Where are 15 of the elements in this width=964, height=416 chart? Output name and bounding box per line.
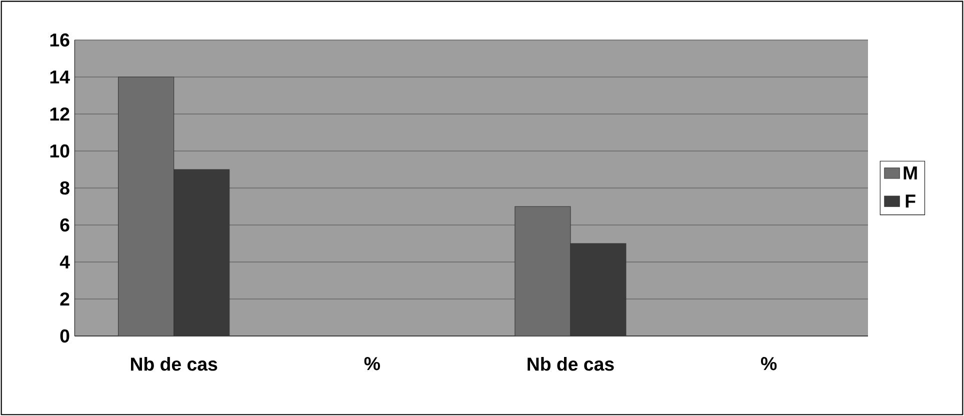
x-tick-label: % (364, 357, 380, 370)
x-tick-label: Nb de cas (131, 357, 218, 371)
y-tick-label: 14 (50, 70, 70, 84)
legend-label: M (904, 166, 917, 180)
y-tick-label: 4 (60, 256, 70, 268)
legend-label: F (906, 194, 916, 208)
x-tick-label: % (760, 357, 777, 370)
y-tick-label: 2 (60, 292, 70, 306)
y-tick-label: 0 (60, 329, 70, 343)
y-tick-label: 12 (50, 107, 70, 121)
x-tick-label: Nb de cas (528, 357, 614, 371)
y-tick-label: 10 (50, 144, 70, 158)
y-tick-label: 8 (60, 181, 70, 195)
y-tick-label: 16 (50, 33, 70, 47)
y-tick-label: 6 (60, 218, 70, 232)
